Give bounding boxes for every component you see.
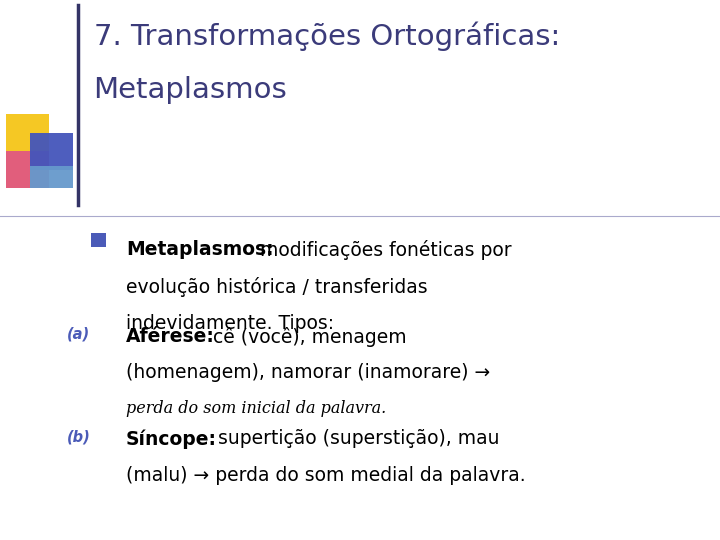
Text: 7. Transformações Ortográficas:: 7. Transformações Ortográficas:: [94, 22, 560, 51]
FancyBboxPatch shape: [30, 166, 73, 188]
Text: Aférese:: Aférese:: [126, 327, 215, 346]
Text: cê (você), menagem: cê (você), menagem: [207, 327, 406, 347]
FancyBboxPatch shape: [6, 151, 49, 188]
Text: modificações fonéticas por: modificações fonéticas por: [254, 240, 512, 260]
Text: evolução histórica / transferidas: evolução histórica / transferidas: [126, 277, 428, 297]
Text: Síncope:: Síncope:: [126, 429, 217, 449]
Text: Metaplasmos:: Metaplasmos:: [126, 240, 274, 259]
Text: perda do som inicial da palavra.: perda do som inicial da palavra.: [126, 400, 386, 417]
Text: supertição (superstição), mau: supertição (superstição), mau: [212, 429, 500, 448]
Text: (a): (a): [67, 327, 90, 342]
FancyBboxPatch shape: [91, 233, 106, 247]
Text: Metaplasmos: Metaplasmos: [94, 76, 287, 104]
FancyBboxPatch shape: [30, 133, 73, 170]
Text: (malu) → perda do som medial da palavra.: (malu) → perda do som medial da palavra.: [126, 466, 526, 485]
FancyBboxPatch shape: [6, 114, 49, 151]
Text: (b): (b): [67, 429, 91, 444]
Text: (homenagem), namorar (inamorare) →: (homenagem), namorar (inamorare) →: [126, 363, 490, 382]
Text: indevidamente. Tipos:: indevidamente. Tipos:: [126, 314, 334, 333]
